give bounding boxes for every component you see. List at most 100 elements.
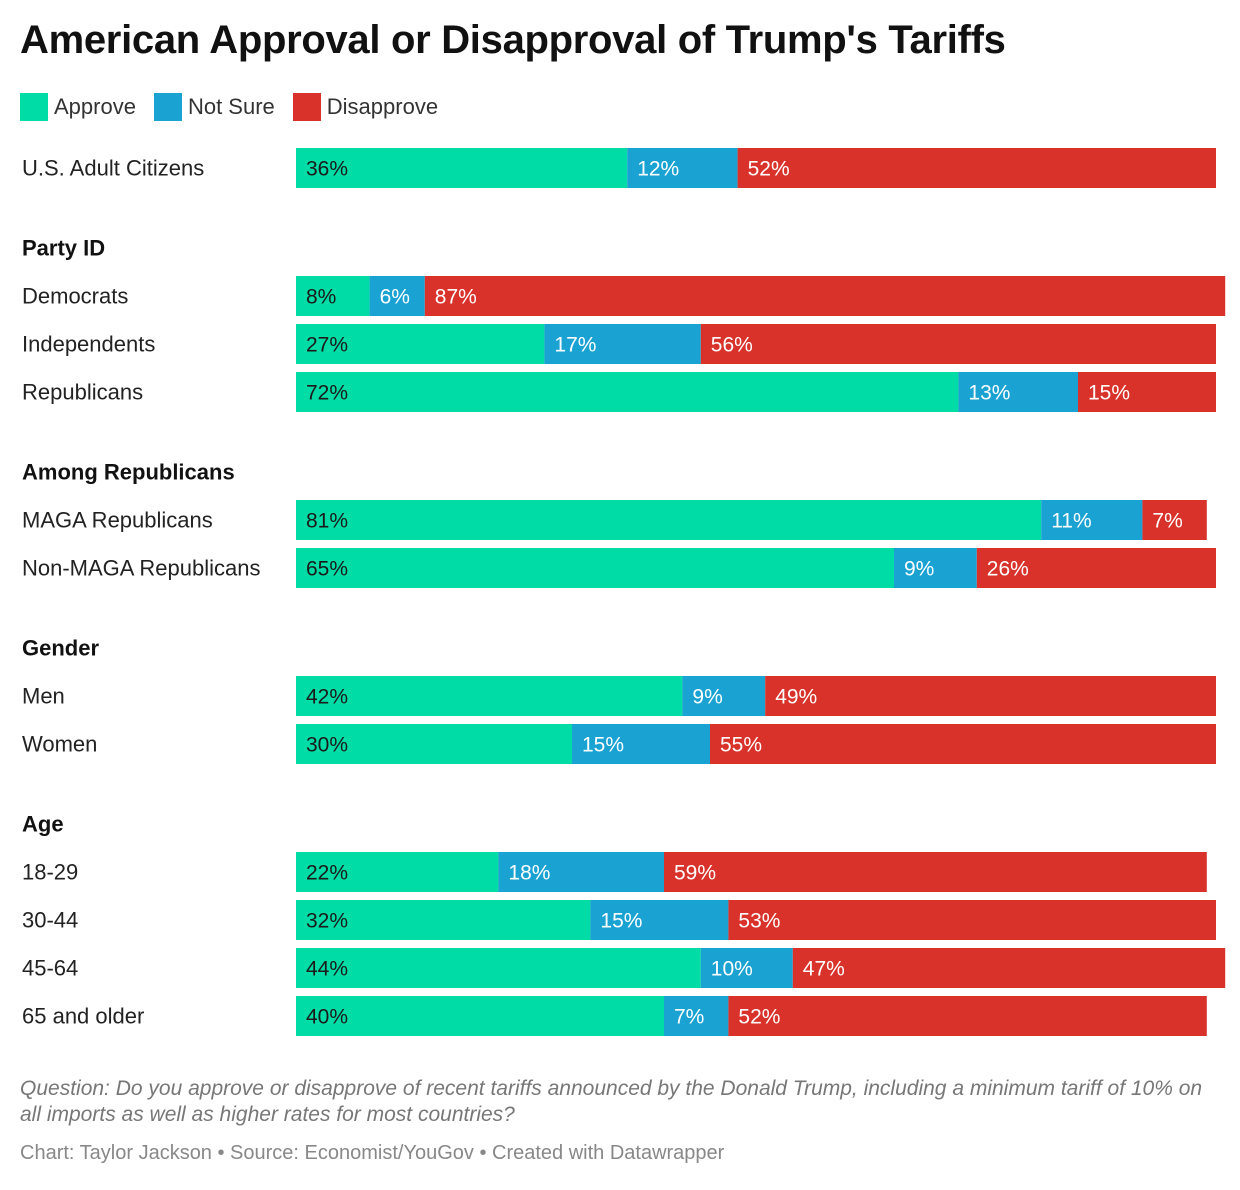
legend-label-approve: Approve [54, 94, 136, 119]
bar-segment-democrats-not-sure [369, 276, 425, 316]
row-label-democrats: Democrats [22, 284, 128, 309]
data-label-independents-approve: 27% [306, 334, 348, 357]
bar-segment-65-and-older-approve [296, 996, 664, 1036]
bar-segment-30-44-disapprove [728, 900, 1216, 940]
data-label-45-64-disapprove: 47% [803, 958, 845, 981]
data-label-30-44-disapprove: 53% [738, 910, 780, 933]
legend-swatch-disapprove [292, 93, 321, 121]
bar-segment-30-44-not-sure [590, 900, 729, 940]
data-label-18-29-not-sure: 18% [508, 862, 550, 885]
data-label-45-64-approve: 44% [306, 958, 348, 981]
bar-segment-republicans-disapprove [1078, 372, 1216, 412]
bar-segment-18-29-not-sure [498, 852, 664, 892]
row-label-non-maga-republicans: Non-MAGA Republicans [22, 556, 260, 581]
group-label-gender: Gender [22, 636, 99, 661]
row-label-maga-republicans: MAGA Republicans [22, 508, 213, 533]
data-label-democrats-not-sure: 6% [380, 286, 410, 309]
row-label-men: Men [22, 684, 65, 709]
bar-segment-18-29-approve [296, 852, 499, 892]
row-label-18-29: 18-29 [22, 860, 78, 885]
bar-segment-women-not-sure [572, 724, 710, 764]
bar-segment-democrats-disapprove [424, 276, 1226, 316]
data-label-republicans-approve: 72% [306, 382, 348, 405]
data-label-45-64-not-sure: 10% [711, 958, 753, 981]
bar-segment-women-approve [296, 724, 572, 764]
bar-segment-maga-republicans-disapprove [1142, 500, 1207, 540]
bar-segment-non-maga-republicans-not-sure [894, 548, 977, 588]
data-label-65-and-older-disapprove: 52% [738, 1006, 780, 1029]
data-label-18-29-disapprove: 59% [674, 862, 716, 885]
data-label-non-maga-republicans-approve: 65% [306, 558, 348, 581]
credits-line: Chart: Taylor Jackson • Source: Economis… [20, 1142, 725, 1164]
data-label-non-maga-republicans-not-sure: 9% [904, 558, 934, 581]
bar-segment-republicans-not-sure [958, 372, 1078, 412]
legend-swatch-not-sure [153, 93, 182, 121]
row-label-republicans: Republicans [22, 380, 143, 405]
data-label-women-disapprove: 55% [720, 734, 762, 757]
data-label-republicans-disapprove: 15% [1088, 382, 1130, 405]
data-label-maga-republicans-disapprove: 7% [1152, 510, 1182, 533]
data-label-u-s-adult-citizens-not-sure: 12% [637, 158, 679, 181]
bar-segment-independents-approve [296, 324, 545, 364]
data-label-democrats-approve: 8% [306, 286, 336, 309]
bar-segment-maga-republicans-approve [296, 500, 1042, 540]
row-label-45-64: 45-64 [22, 956, 78, 981]
legend-item-not-sure: Not Sure [153, 93, 275, 121]
data-label-men-disapprove: 49% [775, 686, 817, 709]
data-label-women-approve: 30% [306, 734, 348, 757]
bar-segment-45-64-approve [296, 948, 701, 988]
bar-segment-u-s-adult-citizens-not-sure [627, 148, 738, 188]
data-label-u-s-adult-citizens-approve: 36% [306, 158, 348, 181]
data-label-maga-republicans-approve: 81% [306, 510, 348, 533]
bar-segment-30-44-approve [296, 900, 591, 940]
bar-segment-republicans-approve [296, 372, 959, 412]
bar-segment-65-and-older-disapprove [728, 996, 1207, 1036]
data-label-republicans-not-sure: 13% [968, 382, 1010, 405]
chart-title: American Approval or Disapproval of Trum… [20, 18, 1006, 62]
data-label-independents-not-sure: 17% [554, 334, 596, 357]
bar-segment-non-maga-republicans-approve [296, 548, 894, 588]
data-label-30-44-not-sure: 15% [600, 910, 642, 933]
data-label-65-and-older-approve: 40% [306, 1006, 348, 1029]
data-label-men-not-sure: 9% [692, 686, 722, 709]
legend-item-disapprove: Disapprove [292, 93, 439, 121]
bar-segment-men-disapprove [765, 676, 1216, 716]
bar-segment-men-approve [296, 676, 683, 716]
legend-swatch-approve [20, 93, 48, 121]
data-label-independents-disapprove: 56% [711, 334, 753, 357]
bar-segment-45-64-not-sure [700, 948, 793, 988]
legend-label-disapprove: Disapprove [326, 94, 439, 119]
bar-segment-65-and-older-not-sure [664, 996, 729, 1036]
bar-segment-18-29-disapprove [664, 852, 1207, 892]
bar-segment-women-disapprove [710, 724, 1216, 764]
data-label-democrats-disapprove: 87% [435, 286, 477, 309]
bar-segment-democrats-approve [296, 276, 370, 316]
row-label-women: Women [22, 732, 97, 757]
row-label-independents: Independents [22, 332, 155, 357]
group-label-among-republicans: Among Republicans [22, 460, 235, 485]
data-label-men-approve: 42% [306, 686, 348, 709]
data-label-maga-republicans-not-sure: 11% [1051, 510, 1091, 533]
bar-segment-independents-disapprove [700, 324, 1216, 364]
bar-segment-u-s-adult-citizens-approve [296, 148, 628, 188]
row-label-30-44: 30-44 [22, 908, 78, 933]
group-label-age: Age [22, 812, 64, 837]
data-label-18-29-approve: 22% [306, 862, 348, 885]
legend-label-not-sure: Not Sure [187, 94, 275, 119]
data-label-30-44-approve: 32% [306, 910, 348, 933]
bar-segment-maga-republicans-not-sure [1041, 500, 1143, 540]
bar-segment-non-maga-republicans-disapprove [976, 548, 1216, 588]
legend-item-approve: Approve [20, 93, 136, 121]
bar-segment-45-64-disapprove [792, 948, 1226, 988]
data-label-non-maga-republicans-disapprove: 26% [987, 558, 1029, 581]
question-note: Question: Do you approve or disapprove o… [20, 1077, 1203, 1126]
legend: Approve Not Sure Disapprove [20, 92, 456, 122]
data-label-u-s-adult-citizens-disapprove: 52% [748, 158, 790, 181]
bar-segment-men-not-sure [682, 676, 766, 716]
row-label-u-s-adult-citizens: U.S. Adult Citizens [22, 156, 204, 181]
data-label-women-not-sure: 15% [582, 734, 624, 757]
bar-segment-u-s-adult-citizens-disapprove [737, 148, 1216, 188]
data-label-65-and-older-not-sure: 7% [674, 1006, 704, 1029]
group-label-party-id: Party ID [22, 236, 105, 261]
